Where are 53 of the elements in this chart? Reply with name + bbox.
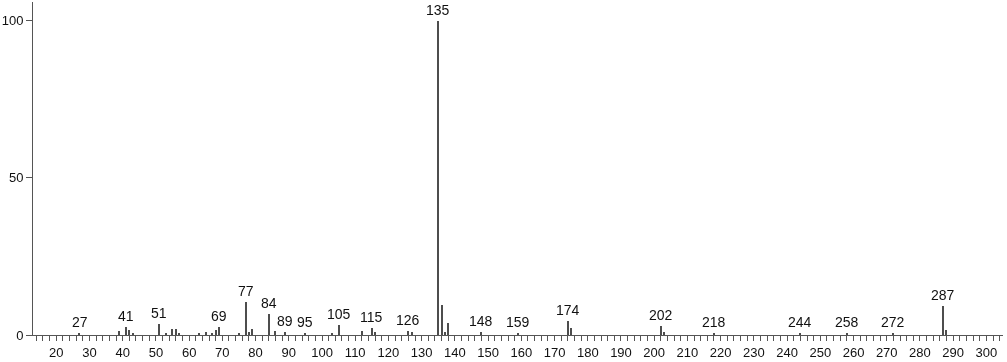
annotation: 202 [649, 307, 673, 323]
annotation: 27 [72, 314, 88, 330]
x-tick-label: 130 [410, 344, 433, 360]
x-tick-label: 140 [444, 344, 466, 360]
x-tick-label: 110 [344, 344, 366, 360]
annotation: 258 [835, 314, 859, 330]
x-tick-label: 180 [576, 344, 599, 360]
annotation: 272 [881, 314, 905, 330]
x-tick-label: 90 [281, 344, 297, 360]
annotation: 174 [556, 302, 580, 318]
x-tick-label: 190 [610, 344, 632, 360]
y-tick-label: 100 [1, 13, 24, 29]
x-tick-label: 250 [809, 344, 832, 360]
annotation: 287 [931, 287, 955, 303]
x-tick-label: 80 [248, 344, 263, 360]
annotation: 77 [238, 283, 254, 299]
x-tick-label: 70 [215, 344, 230, 360]
x-tick-label: 200 [643, 344, 666, 360]
x-tick-label: 210 [676, 344, 699, 360]
x-tick-label: 270 [875, 344, 898, 360]
x-tick-label: 50 [148, 344, 164, 360]
x-tick-label: 30 [82, 344, 97, 360]
annotation: 159 [506, 314, 530, 330]
y-tick-label: 0 [16, 327, 24, 343]
x-tick-label: 150 [477, 344, 499, 360]
x-tick-label: 300 [975, 344, 998, 360]
annotation: 105 [327, 306, 351, 322]
x-tick-label: 280 [909, 344, 931, 360]
annotation: 41 [118, 308, 134, 324]
annotation: 69 [211, 308, 227, 324]
annotation: 126 [396, 312, 420, 328]
x-tick-label: 20 [49, 344, 64, 360]
x-tick-label: 220 [709, 344, 732, 360]
annotation: 84 [261, 295, 277, 311]
x-tick-label: 230 [743, 344, 765, 360]
y-tick-label: 50 [8, 170, 24, 186]
x-tick-label: 240 [776, 344, 798, 360]
x-tick-label: 170 [543, 344, 566, 360]
annotation: 218 [702, 314, 726, 330]
x-tick-label: 100 [311, 344, 333, 360]
annotation: 148 [469, 313, 493, 329]
annotation: 244 [788, 314, 812, 330]
x-tick-label: 260 [842, 344, 865, 360]
annotation: 135 [426, 2, 450, 18]
x-tick-label: 40 [115, 344, 130, 360]
x-tick-label: 290 [942, 344, 965, 360]
annotation: 115 [360, 309, 383, 325]
x-tick-label: 160 [510, 344, 533, 360]
annotation: 95 [297, 314, 313, 330]
annotation: 51 [151, 305, 167, 321]
x-tick-label: 120 [377, 344, 400, 360]
x-tick-label: 60 [181, 344, 197, 360]
annotation: 89 [277, 313, 293, 329]
